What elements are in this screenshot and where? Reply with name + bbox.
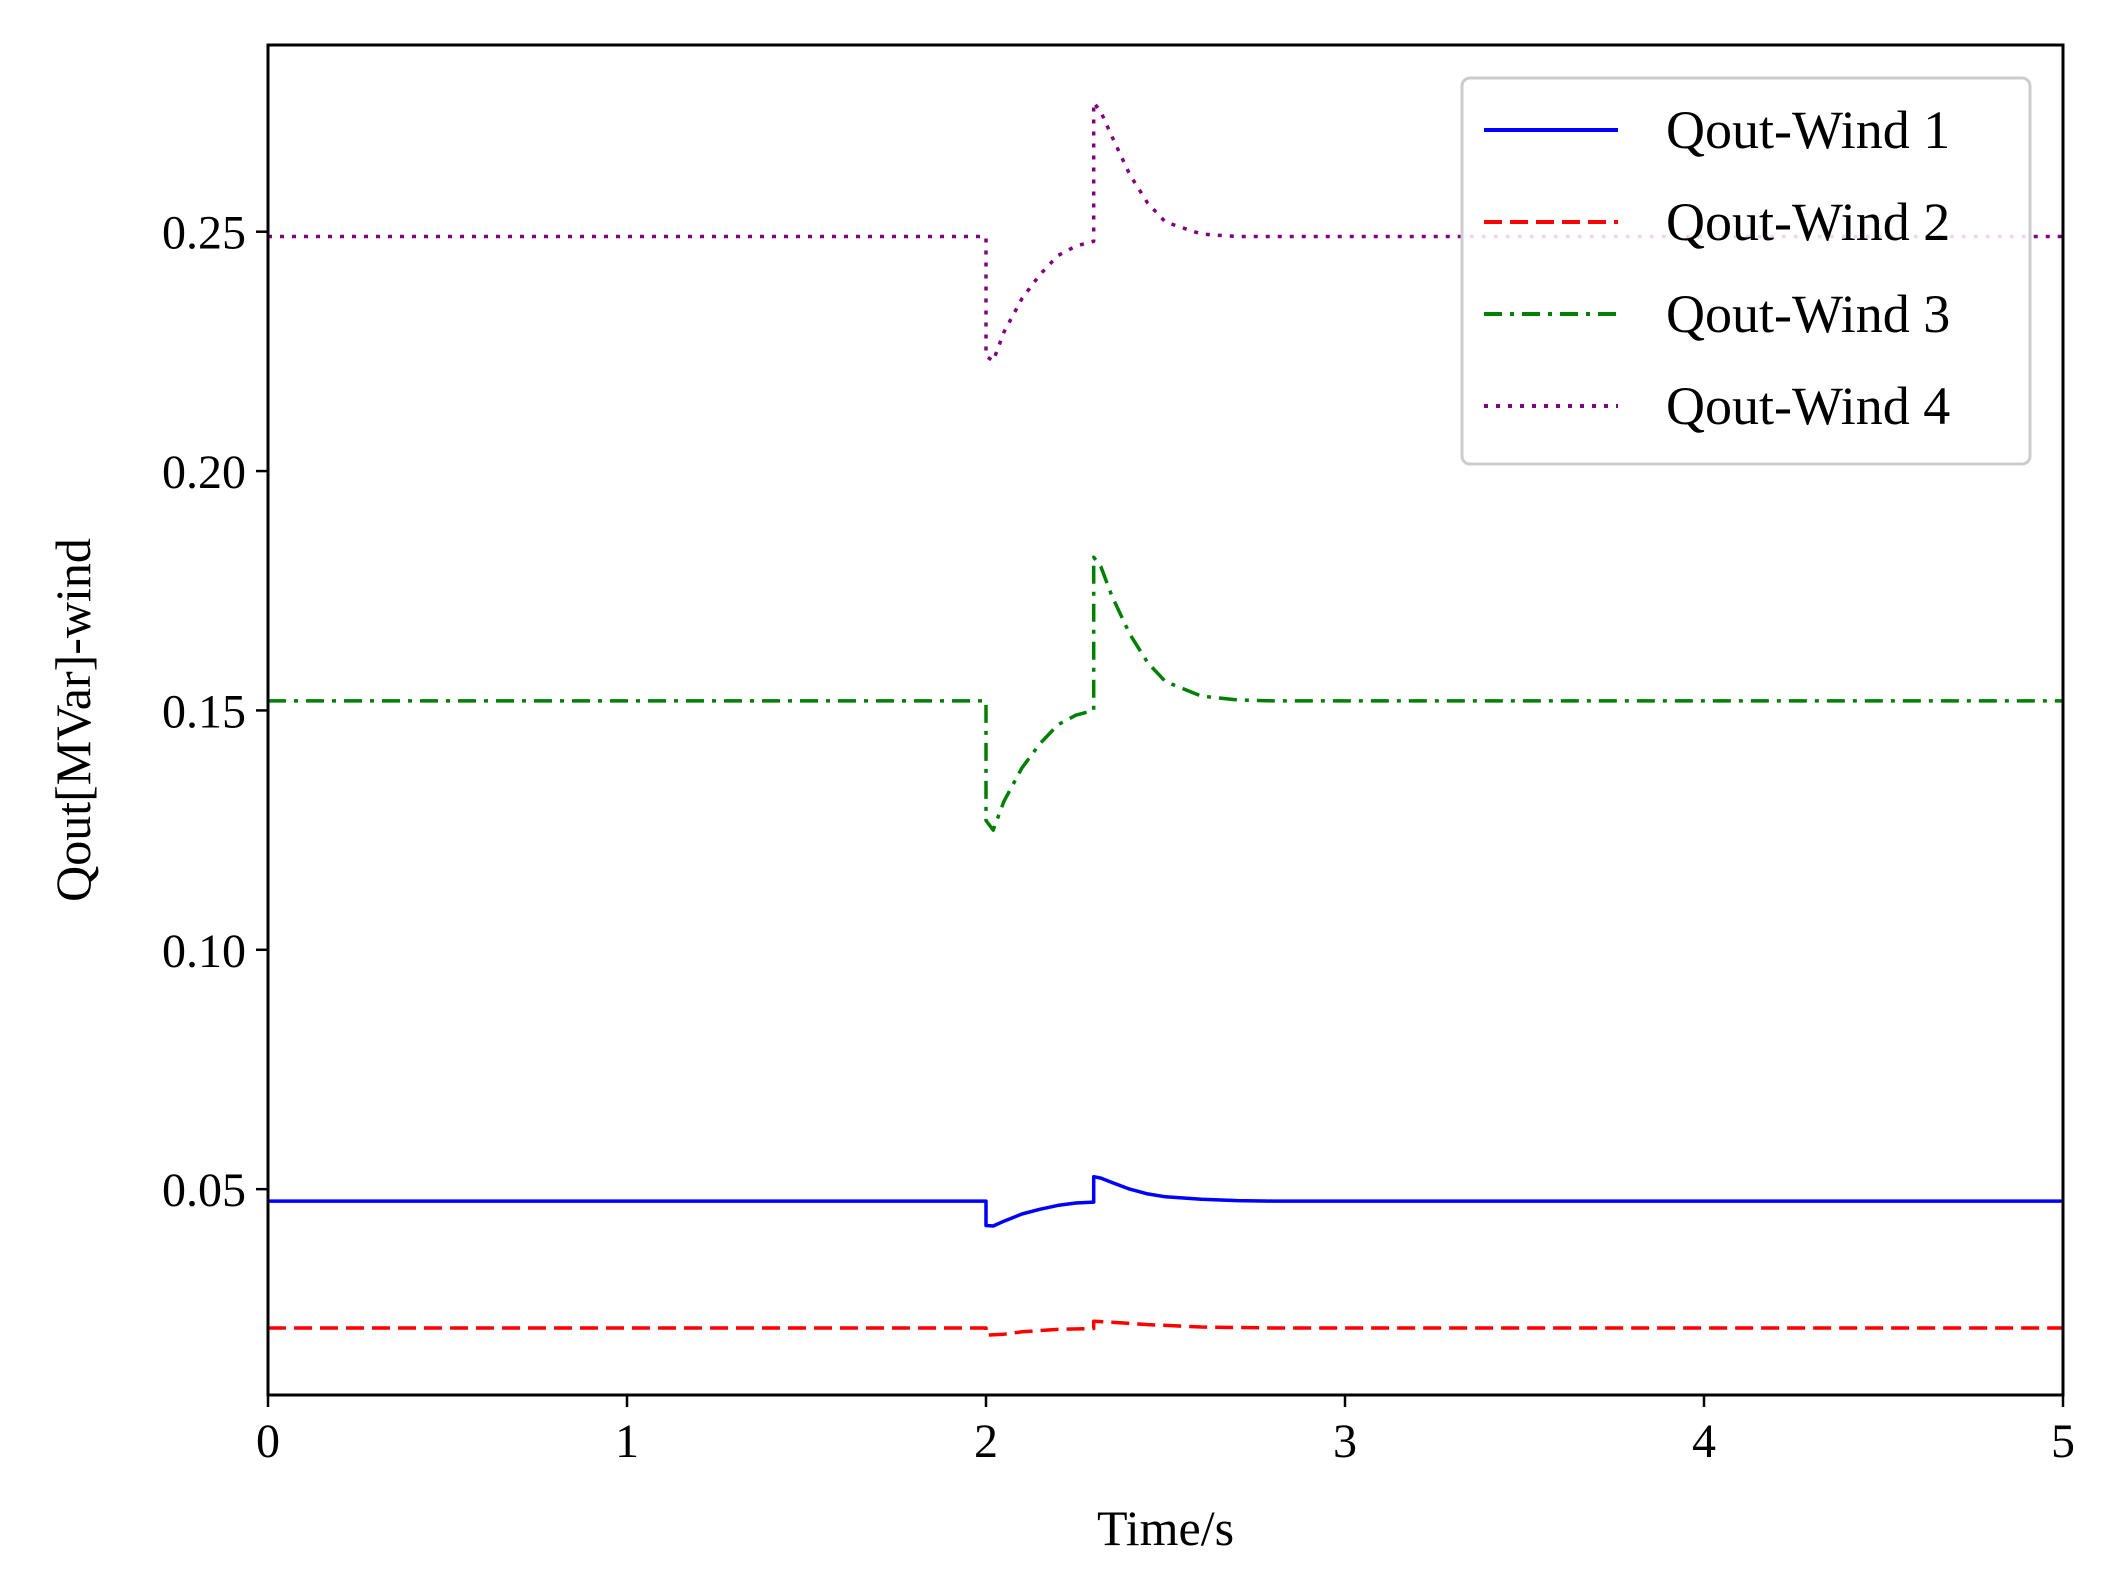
- series-line-3: [268, 555, 2063, 832]
- y-tick-label: 0.15: [162, 685, 246, 738]
- legend-label-3: Qout-Wind 3: [1666, 284, 1950, 344]
- plot-lines: [268, 100, 2063, 1337]
- x-tick-label: 3: [1333, 1415, 1357, 1468]
- y-axis-label: Qout[MVar]-wind: [45, 538, 101, 902]
- series-line-1: [268, 1174, 2063, 1228]
- x-axis: 0 1 2 3 4 5: [256, 1395, 2075, 1468]
- series-line-4: [268, 100, 2063, 363]
- legend-box: [1460, 76, 2032, 466]
- legend-label-1: Qout-Wind 1: [1666, 100, 1950, 160]
- x-tick-label: 1: [615, 1415, 639, 1468]
- y-tick-label: 0.20: [162, 446, 246, 499]
- legend-label-4: Qout-Wind 4: [1666, 376, 1950, 436]
- x-tick-label: 0: [256, 1415, 280, 1468]
- x-axis-label: Time/s: [1097, 1500, 1234, 1556]
- y-tick-label: 0.05: [162, 1164, 246, 1217]
- plot-frame: [266, 43, 2065, 1397]
- y-tick-label: 0.25: [162, 207, 246, 260]
- y-axis: 0.05 0.10 0.15 0.20 0.25: [162, 207, 268, 1217]
- x-tick-label: 2: [974, 1415, 998, 1468]
- x-tick-label: 5: [2051, 1415, 2075, 1468]
- x-tick-label: 4: [1692, 1415, 1716, 1468]
- series-line-2: [268, 1319, 2063, 1337]
- legend: Qout-Wind 1 Qout-Wind 2 Qout-Wind 3 Qout-Wi…: [1460, 76, 2032, 466]
- legend-label-2: Qout-Wind 2: [1666, 192, 1950, 252]
- y-tick-label: 0.10: [162, 925, 246, 978]
